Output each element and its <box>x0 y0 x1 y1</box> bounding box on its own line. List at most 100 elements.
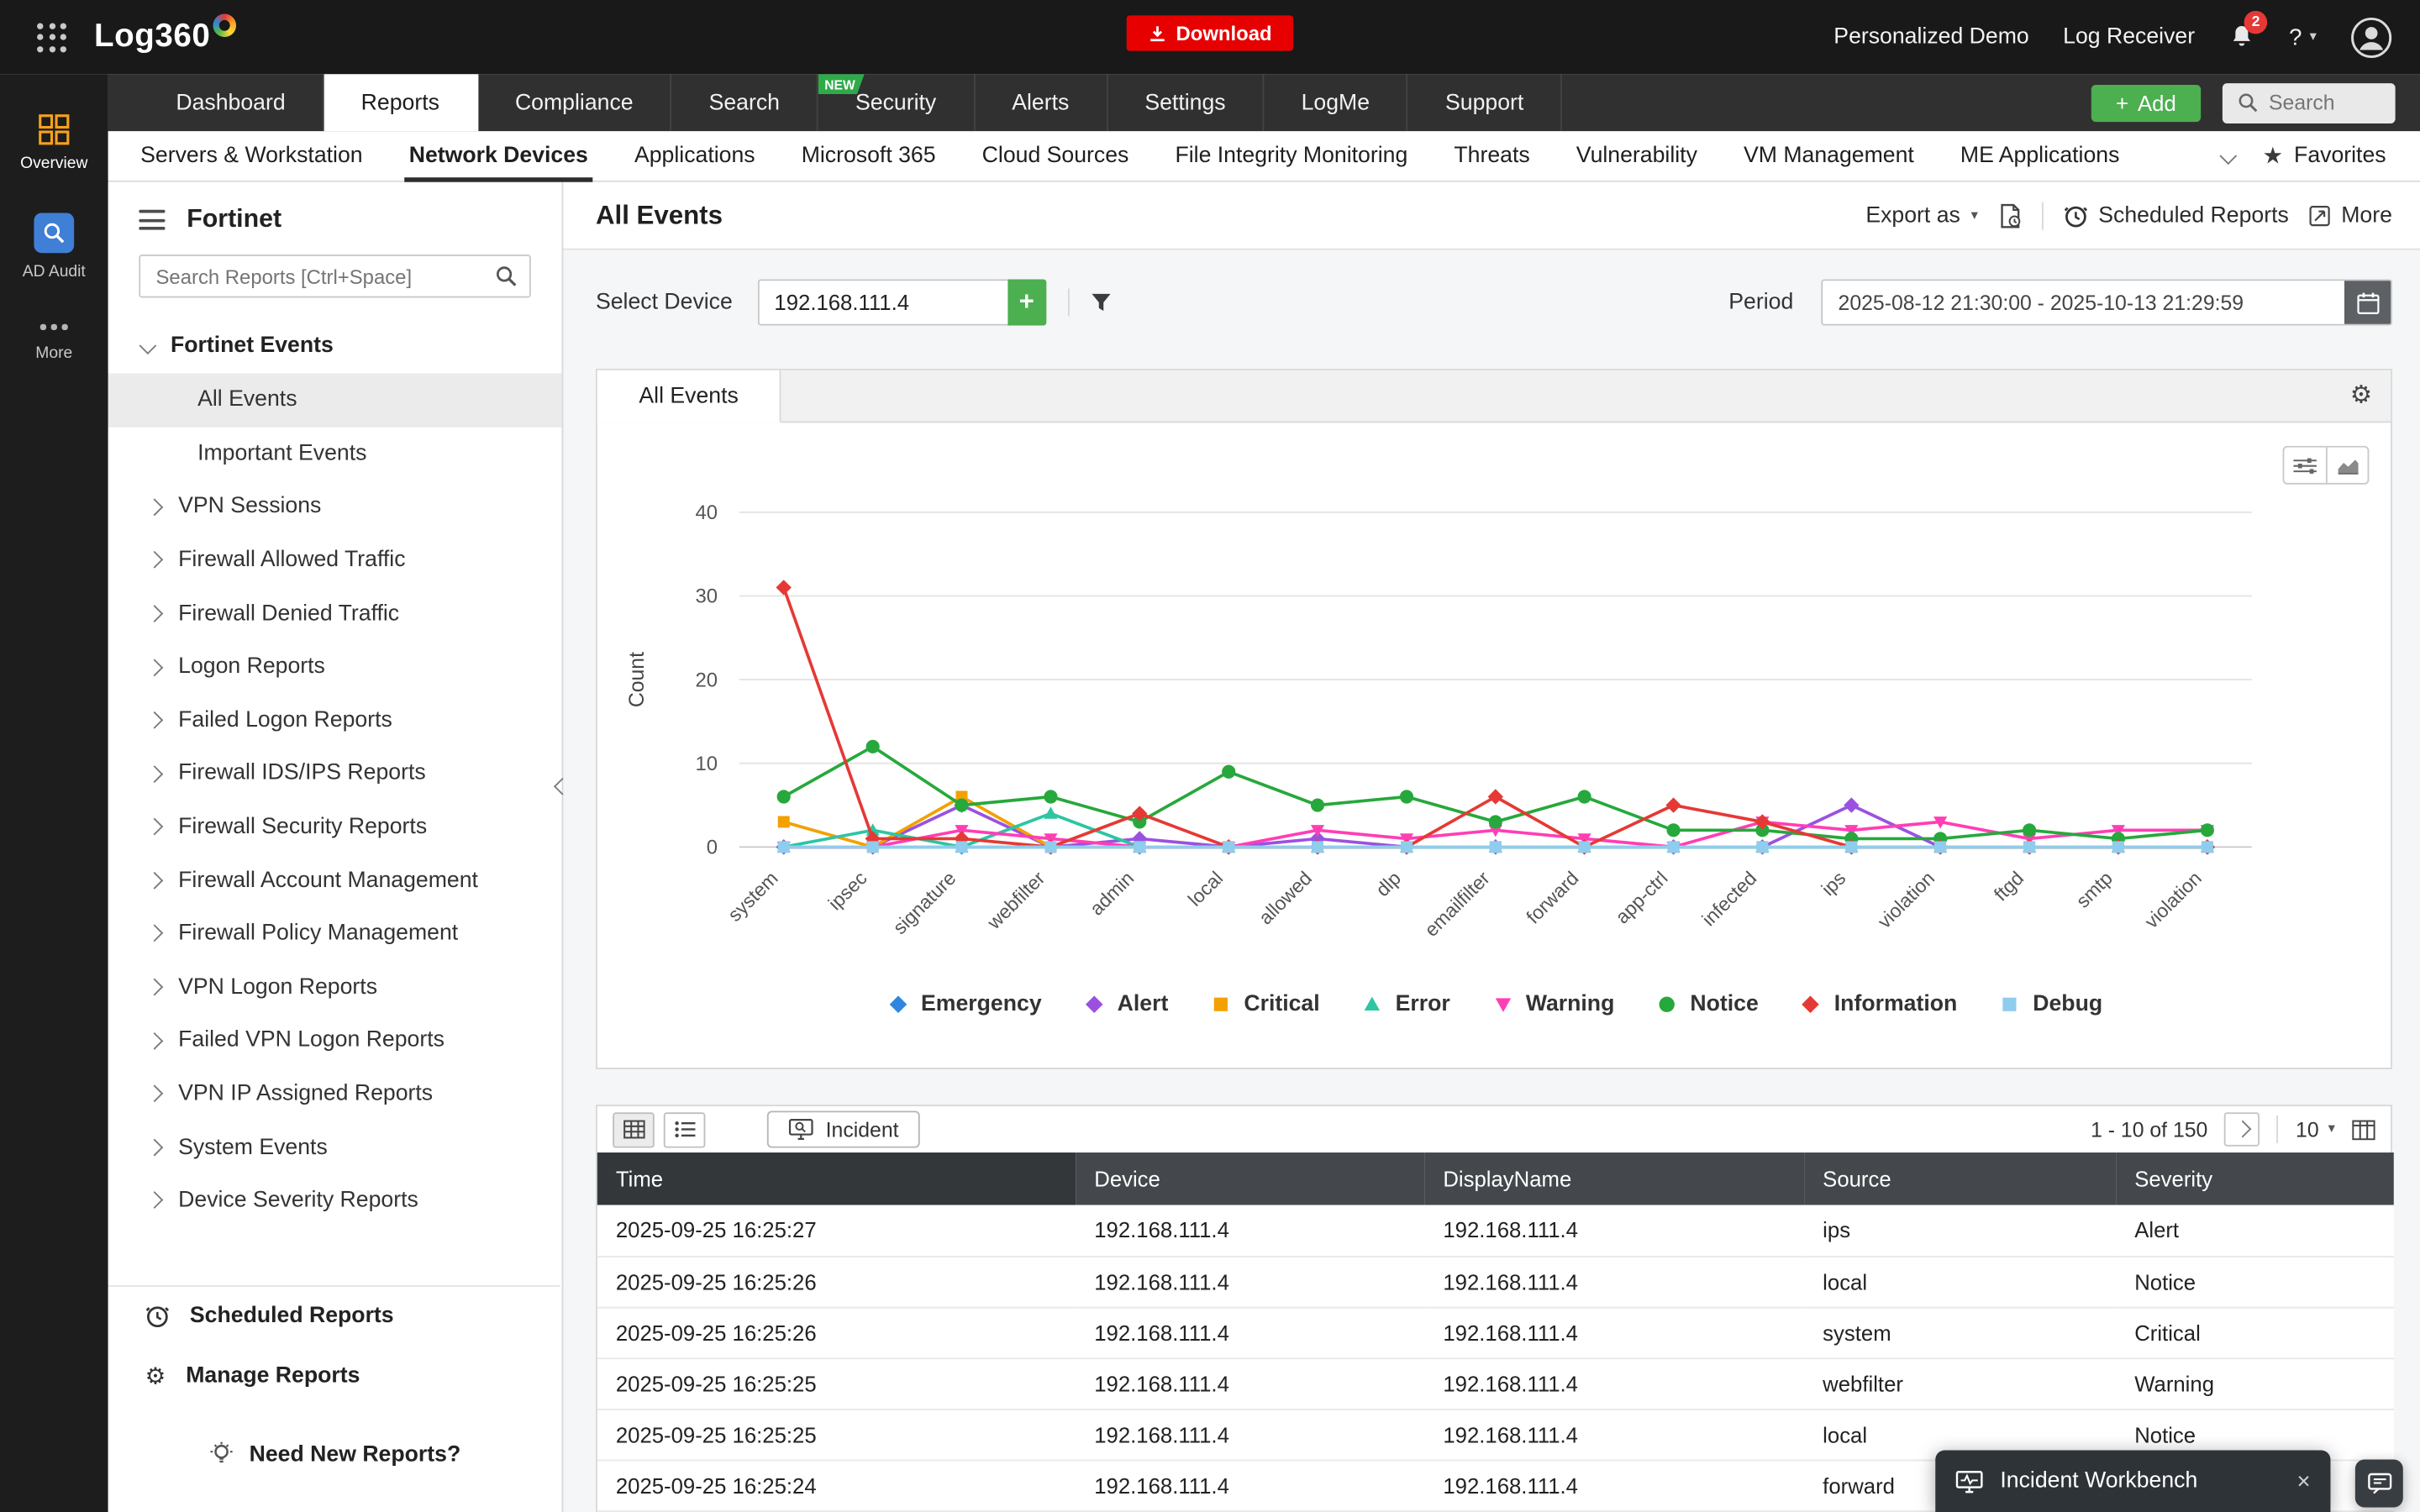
subnav-item-applications[interactable]: Applications <box>611 131 778 181</box>
nav-tab-logme[interactable]: LogMe <box>1265 74 1408 132</box>
svg-text:system: system <box>723 867 782 926</box>
scheduled-reports-item[interactable]: Scheduled Reports <box>108 1287 560 1346</box>
apps-grid-icon[interactable] <box>37 22 66 52</box>
legend-item-warning[interactable]: Warning <box>1491 992 1614 1016</box>
page-size-dropdown[interactable]: 10 ▾ <box>2296 1118 2335 1142</box>
gear-icon[interactable]: ⚙ <box>2349 379 2373 409</box>
incident-workbench-bar[interactable]: Incident Workbench × <box>1935 1450 2331 1512</box>
subnav-item-threats[interactable]: Threats <box>1431 131 1553 181</box>
sidebar-item-firewall-account-management[interactable]: Firewall Account Management <box>108 853 562 907</box>
sidebar-item-firewall-denied-traffic[interactable]: Firewall Denied Traffic <box>108 587 562 641</box>
incident-button[interactable]: Incident <box>766 1110 921 1148</box>
log-receiver-link[interactable]: Log Receiver <box>2063 24 2196 50</box>
personalized-demo-link[interactable]: Personalized Demo <box>1833 24 2029 50</box>
column-header-displayname[interactable]: DisplayName <box>1424 1152 1805 1205</box>
add-device-button[interactable]: + <box>1007 279 1046 326</box>
chart-settings-toggle[interactable] <box>2284 448 2326 483</box>
report-search-input[interactable] <box>139 255 531 298</box>
legend-item-emergency[interactable]: Emergency <box>886 992 1042 1016</box>
chart-tab-all-events[interactable]: All Events <box>597 370 782 423</box>
subnav-item-network-devices[interactable]: Network Devices <box>386 131 611 182</box>
notifications-button[interactable]: 2 <box>2228 10 2268 55</box>
help-menu[interactable]: ? ▾ <box>2289 24 2317 50</box>
subnav-item-servers-workstation[interactable]: Servers & Workstation <box>118 131 387 181</box>
sidebar-item-device-severity-reports[interactable]: Device Severity Reports <box>108 1174 562 1228</box>
next-page-button[interactable] <box>2224 1112 2260 1147</box>
column-header-severity[interactable]: Severity <box>2116 1152 2394 1205</box>
table-row[interactable]: 2025-09-25 16:25:26 192.168.111.4 192.168.… <box>597 1256 2394 1308</box>
subnav-item-file-integrity-monitoring[interactable]: File Integrity Monitoring <box>1152 131 1431 181</box>
filter-button[interactable] <box>1091 292 1111 312</box>
feedback-chat-button[interactable] <box>2354 1459 2403 1508</box>
sidebar-collapse-icon[interactable] <box>139 209 166 230</box>
add-button[interactable]: + Add <box>2091 84 2202 122</box>
nav-tab-alerts[interactable]: Alerts <box>975 74 1108 132</box>
period-picker[interactable]: 2025-08-12 21:30:00 - 2025-10-13 21:29:5… <box>1821 279 2392 326</box>
more-button[interactable]: More <box>2309 203 2392 228</box>
nav-tab-dashboard[interactable]: Dashboard <box>139 74 324 132</box>
sidebar-item-system-events[interactable]: System Events <box>108 1121 562 1174</box>
table-row[interactable]: 2025-09-25 16:25:27 192.168.111.4 192.168.… <box>597 1205 2394 1257</box>
user-avatar[interactable] <box>2350 16 2392 58</box>
table-row[interactable]: 2025-09-25 16:25:26 192.168.111.4 192.168.… <box>597 1306 2394 1359</box>
favorites-button[interactable]: ★ Favorites <box>2262 142 2386 170</box>
nav-tab-security[interactable]: Security NEW <box>818 74 976 132</box>
subnav-item-me-applications[interactable]: ME Applications <box>1937 131 2143 181</box>
nav-tab-reports[interactable]: Reports <box>324 74 478 132</box>
legend-item-information[interactable]: Information <box>1799 992 1957 1016</box>
column-header-source[interactable]: Source <box>1804 1152 2117 1205</box>
subnav-item-microsoft-365[interactable]: Microsoft 365 <box>778 131 959 181</box>
download-button[interactable]: Download <box>1126 15 1294 51</box>
sidebar-item-important-events[interactable]: Important Events <box>108 427 562 480</box>
sidebar-item-failed-vpn-logon-reports[interactable]: Failed VPN Logon Reports <box>108 1014 562 1068</box>
scheduled-reports-button[interactable]: Scheduled Reports <box>2063 203 2289 228</box>
column-header-device[interactable]: Device <box>1076 1152 1425 1205</box>
calendar-icon[interactable] <box>2344 281 2391 324</box>
column-chooser-button[interactable] <box>2352 1119 2375 1140</box>
close-icon[interactable]: × <box>2296 1467 2311 1494</box>
sidebar-item-firewall-security-reports[interactable]: Firewall Security Reports <box>108 801 562 854</box>
chart-type-toggle[interactable] <box>2325 447 2368 483</box>
grid-view-button[interactable] <box>613 1111 655 1147</box>
sidebar-item-firewall-allowed-traffic[interactable]: Firewall Allowed Traffic <box>108 533 562 587</box>
export-as-dropdown[interactable]: Export as ▾ <box>1865 203 1978 228</box>
column-header-time[interactable]: Time <box>597 1152 1076 1205</box>
need-new-reports-button[interactable]: Need New Reports? <box>108 1407 560 1486</box>
sidebar-item-all-events[interactable]: All Events <box>108 373 562 428</box>
rail-item-overview[interactable]: Overview <box>0 114 108 173</box>
list-view-button[interactable] <box>663 1111 706 1147</box>
search-icon[interactable] <box>496 265 518 287</box>
legend-item-alert[interactable]: Alert <box>1081 992 1168 1016</box>
rail-item-ad-audit[interactable]: AD Audit <box>0 213 108 281</box>
manage-reports-item[interactable]: ⚙ Manage Reports <box>108 1346 560 1407</box>
nav-tab-compliance[interactable]: Compliance <box>478 74 672 132</box>
sidebar-item-firewall-policy-management[interactable]: Firewall Policy Management <box>108 907 562 961</box>
subnav-item-cloud-sources[interactable]: Cloud Sources <box>959 131 1152 181</box>
sidebar-item-logon-reports[interactable]: Logon Reports <box>108 640 562 694</box>
sidebar-item-failed-logon-reports[interactable]: Failed Logon Reports <box>108 694 562 748</box>
sidebar-collapse-handle[interactable] <box>553 762 573 811</box>
device-input[interactable] <box>757 279 1007 326</box>
export-history-button[interactable] <box>1998 202 2022 228</box>
legend-item-critical[interactable]: Critical <box>1208 992 1320 1016</box>
sidebar-item-vpn-sessions[interactable]: VPN Sessions <box>108 480 562 534</box>
legend-item-error[interactable]: Error <box>1360 992 1450 1016</box>
legend-item-debug[interactable]: Debug <box>1997 992 2102 1016</box>
nav-tab-search[interactable]: Search <box>672 74 818 132</box>
legend-item-notice[interactable]: Notice <box>1655 992 1759 1016</box>
global-search-input[interactable] <box>2269 91 2377 114</box>
sidebar-item-firewall-ids-ips-reports[interactable]: Firewall IDS/IPS Reports <box>108 747 562 801</box>
subnav-overflow-chevron[interactable] <box>2220 147 2238 165</box>
nav-tab-support[interactable]: Support <box>1408 74 1563 132</box>
subnav-item-vm-management[interactable]: VM Management <box>1720 131 1937 181</box>
rail-item-more[interactable]: More <box>0 323 108 362</box>
sliders-icon <box>2293 457 2317 473</box>
sidebar-group-fortinet-events[interactable]: Fortinet Events <box>108 318 562 373</box>
log360-logo[interactable]: Log360 <box>94 13 237 55</box>
sidebar-item-vpn-logon-reports[interactable]: VPN Logon Reports <box>108 960 562 1014</box>
global-search[interactable] <box>2222 82 2396 123</box>
subnav-item-vulnerability[interactable]: Vulnerability <box>1553 131 1720 181</box>
table-row[interactable]: 2025-09-25 16:25:25 192.168.111.4 192.168.… <box>597 1357 2394 1410</box>
sidebar-item-vpn-ip-assigned-reports[interactable]: VPN IP Assigned Reports <box>108 1068 562 1121</box>
nav-tab-settings[interactable]: Settings <box>1107 74 1265 132</box>
